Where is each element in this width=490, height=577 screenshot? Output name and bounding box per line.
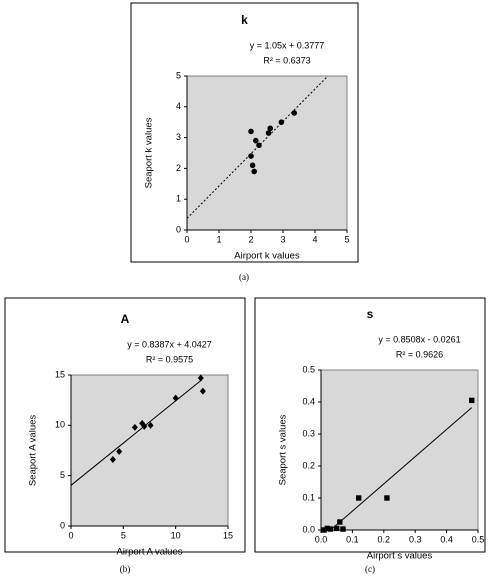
x-tick-label: 0.5 — [472, 534, 485, 544]
point — [251, 168, 257, 175]
x-tick-label: 15 — [223, 530, 233, 540]
x-tick-label: 0.1 — [346, 534, 359, 544]
plot-area — [186, 75, 348, 231]
y-axis-label: Seaport A values — [28, 415, 39, 487]
plot-area — [320, 369, 479, 531]
y-tick-label: 1 — [176, 194, 181, 204]
r-squared: R² = 0.6373 — [263, 55, 310, 65]
x-tick-label: 5 — [121, 530, 126, 540]
point — [337, 519, 343, 525]
r-squared: R² = 0.9626 — [396, 349, 443, 359]
y-axis-label: Seaport s values — [278, 414, 289, 485]
x-tick-label: 5 — [344, 234, 349, 244]
point — [327, 526, 334, 532]
caption: (a) — [239, 272, 249, 282]
point — [355, 495, 362, 501]
y-tick-label: 0 — [176, 224, 181, 234]
point — [340, 526, 346, 532]
point — [321, 527, 327, 533]
point — [109, 456, 116, 464]
point — [267, 125, 274, 132]
caption: (b) — [120, 564, 131, 574]
point — [147, 421, 154, 429]
point — [141, 422, 148, 430]
point — [253, 137, 259, 144]
x-tick-label: 0.0 — [315, 534, 328, 544]
y-tick-label: 10 — [55, 420, 65, 430]
y-tick-label: 3 — [176, 132, 181, 142]
point — [291, 110, 298, 116]
y-tick-label: 0.0 — [302, 524, 315, 534]
y-tick-label: 15 — [55, 369, 65, 379]
x-tick-label: 0.2 — [378, 534, 391, 544]
point — [248, 153, 254, 159]
point — [116, 448, 123, 456]
trendline — [70, 379, 203, 486]
x-axis-label: Airport k values — [234, 251, 300, 262]
chart-frame — [130, 2, 359, 263]
chart-title: s — [367, 307, 374, 321]
point — [256, 142, 262, 149]
y-tick-label: 0 — [60, 520, 65, 530]
x-tick-label: 4 — [312, 234, 317, 244]
chart-title: k — [241, 13, 248, 27]
y-tick-label: 0.1 — [302, 492, 315, 502]
equation: y = 0.8387x + 4.0427 — [127, 339, 212, 349]
y-tick-label: 0.4 — [302, 396, 315, 406]
x-tick-label: 0.3 — [409, 534, 422, 544]
y-tick-label: 2 — [176, 163, 181, 173]
y-tick-label: 5 — [60, 470, 65, 480]
r-squared: R² = 0.9575 — [146, 354, 193, 364]
caption: (c) — [365, 564, 375, 574]
point — [248, 128, 254, 135]
point — [324, 525, 330, 532]
x-tick-label: 2 — [248, 234, 253, 244]
point — [249, 162, 256, 169]
chart-frame — [4, 297, 246, 553]
chart-title: A — [121, 312, 130, 326]
equation: y = 0.8508x - 0.0261 — [378, 334, 460, 344]
point — [278, 119, 285, 125]
x-tick-label: 10 — [171, 530, 181, 540]
point — [131, 423, 138, 431]
y-tick-label: 5 — [176, 70, 181, 80]
x-tick-label: 1 — [216, 234, 221, 244]
point — [469, 397, 475, 404]
y-tick-label: 4 — [176, 101, 181, 111]
point — [265, 130, 272, 136]
x-tick-label: 0.4 — [440, 534, 453, 544]
y-axis-label: Seaport k values — [144, 117, 155, 188]
y-tick-label: 0.5 — [302, 364, 315, 374]
trendline — [330, 407, 473, 531]
y-tick-label: 0.2 — [302, 460, 315, 470]
x-tick-label: 0 — [184, 234, 189, 244]
equation: y = 1.05x + 0.3777 — [250, 40, 325, 50]
point — [199, 387, 206, 395]
plot-area — [70, 374, 229, 527]
y-tick-label: 0.3 — [302, 428, 315, 438]
point — [334, 525, 340, 532]
x-axis-label: Airport A values — [116, 547, 182, 558]
x-axis-label: Airport s values — [367, 551, 433, 562]
point — [384, 495, 390, 501]
x-tick-label: 3 — [280, 234, 285, 244]
point — [197, 374, 204, 382]
x-tick-label: 0 — [68, 530, 73, 540]
point — [172, 394, 179, 402]
chart-frame — [254, 297, 486, 553]
